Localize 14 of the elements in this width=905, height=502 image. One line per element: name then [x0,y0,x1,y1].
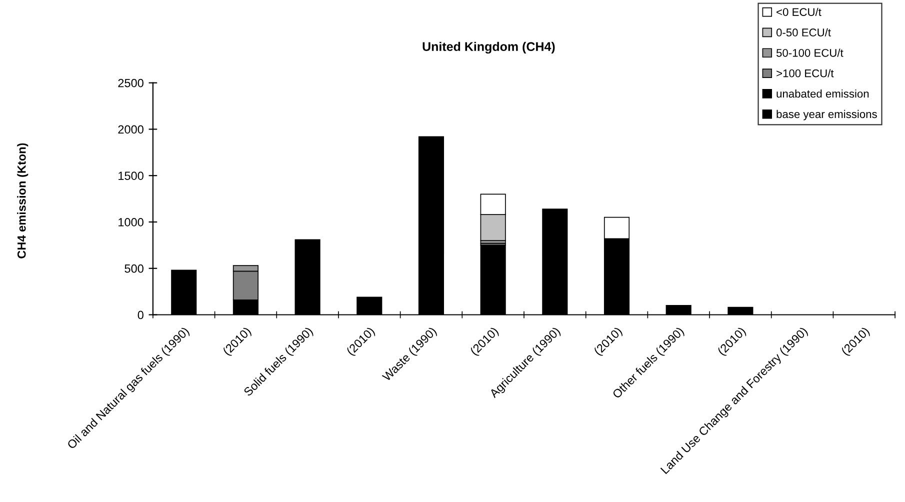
legend-label: base year emissions [776,110,877,120]
y-tick-label: 1500 [118,172,144,180]
y-tick-label: 2500 [118,78,144,88]
y-tick-label: 500 [124,264,144,273]
y-tick-label: 1000 [118,218,144,226]
y-axis-title: CH4 emission (Kton) [17,143,28,258]
legend-label: >100 ECU/t [776,69,834,78]
y-tick-label: 0 [138,310,144,320]
chart-title: United Kingdom (CH4) [422,42,555,54]
legend-label: unabated emission [776,90,869,98]
legend-label: <0 ECU/t [776,8,822,16]
legend-label: 50-100 ECU/t [776,48,844,57]
y-tick-label: 2000 [118,125,144,134]
legend-label: 0-50 ECU/t [776,28,831,36]
